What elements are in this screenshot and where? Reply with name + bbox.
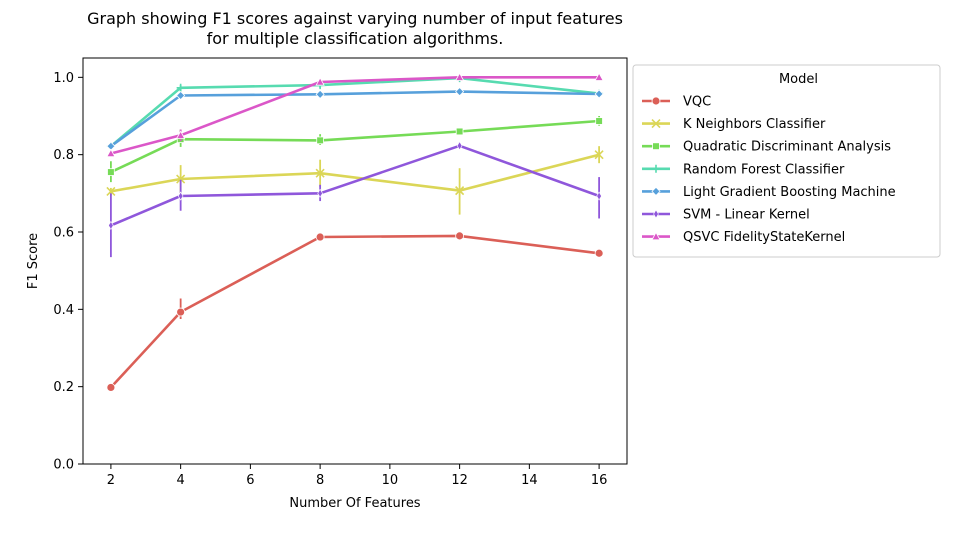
x-axis-label: Number Of Features xyxy=(289,496,420,511)
legend-label: Light Gradient Boosting Machine xyxy=(683,185,896,200)
legend-item: Light Gradient Boosting Machine xyxy=(642,185,896,200)
legend-label: K Neighbors Classifier xyxy=(683,117,826,132)
series-vqc xyxy=(106,231,604,392)
series-line xyxy=(109,144,601,227)
point xyxy=(455,87,465,97)
x-tick-label: 2 xyxy=(107,473,115,488)
x-tick-label: 6 xyxy=(246,473,254,488)
x-tick-label: 16 xyxy=(591,473,608,488)
legend-label: Quadratic Discriminant Analysis xyxy=(683,140,891,155)
point xyxy=(176,174,186,184)
point xyxy=(594,89,604,99)
point xyxy=(653,209,659,219)
point xyxy=(176,307,186,317)
y-tick-label: 1.0 xyxy=(53,71,74,86)
point xyxy=(651,231,661,241)
legend-label: SVM - Linear Kernel xyxy=(683,208,810,223)
legend-box xyxy=(632,64,941,258)
point xyxy=(315,89,325,99)
point xyxy=(315,232,325,242)
point xyxy=(316,136,324,145)
point xyxy=(455,231,465,241)
legend-item: SVM - Linear Kernel xyxy=(642,208,810,223)
legend-item: Random Forest Classifier xyxy=(642,162,845,177)
x-tick-label: 14 xyxy=(521,473,538,488)
point xyxy=(176,90,186,101)
point xyxy=(175,130,186,139)
plot-area: 2 4 6 8 10 12 14 16 0.0 0.2 0.4 0.6 0.8 1.0 xyxy=(53,57,628,488)
point xyxy=(594,248,604,258)
legend-item: Quadratic Discriminant Analysis xyxy=(642,140,891,155)
y-tick-label: 0.6 xyxy=(53,226,74,241)
point xyxy=(651,96,661,106)
point xyxy=(651,186,661,196)
point xyxy=(317,188,323,198)
series-svm-linear-kernel xyxy=(108,141,602,258)
axes-frame xyxy=(82,57,628,465)
legend-label: QSVC FidelityStateKernel xyxy=(683,230,845,245)
y-tick-label: 0.4 xyxy=(53,303,74,318)
legend-label: VQC xyxy=(683,95,711,110)
point xyxy=(108,220,114,231)
point xyxy=(315,168,325,178)
title-line: for multiple classification algorithms. xyxy=(207,29,504,48)
point xyxy=(106,186,116,196)
point xyxy=(455,127,464,136)
series-qsvc-fidelitystatekernel xyxy=(106,72,604,158)
x-tick-label: 4 xyxy=(177,473,185,488)
title-line: Graph showing F1 scores against varying … xyxy=(87,9,623,28)
point xyxy=(596,191,602,201)
x-tick-label: 10 xyxy=(382,473,399,488)
series-line xyxy=(109,153,601,193)
point xyxy=(652,164,660,173)
legend-label: Random Forest Classifier xyxy=(683,162,845,177)
point xyxy=(595,117,603,125)
point xyxy=(594,150,604,160)
legend-item: VQC xyxy=(642,95,711,110)
series-light-gradient-boosting-machine xyxy=(106,87,604,151)
point xyxy=(107,168,115,176)
point xyxy=(454,72,465,81)
y-tick-label: 0.0 xyxy=(53,458,74,473)
point xyxy=(106,148,116,158)
legend-item: K Neighbors Classifier xyxy=(642,117,826,132)
series-line xyxy=(109,119,601,174)
point xyxy=(456,141,463,151)
y-axis-label: F1 Score xyxy=(26,233,41,289)
point xyxy=(651,119,661,129)
y-tick-label: 0.8 xyxy=(53,148,74,163)
point xyxy=(106,383,116,392)
y-tick-label: 0.2 xyxy=(53,380,74,395)
point xyxy=(652,142,660,151)
x-tick-label: 12 xyxy=(451,473,468,488)
point xyxy=(177,191,184,201)
legend-title: Model xyxy=(779,72,818,87)
point xyxy=(315,77,325,86)
point xyxy=(176,83,185,92)
point xyxy=(594,72,604,81)
legend: Model VQC K Neighbors Classifier Quadratic … xyxy=(632,64,941,258)
series-k-neighbors-classifier xyxy=(106,146,604,215)
x-tick-label: 8 xyxy=(316,473,324,488)
chart-title: Graph showing F1 scores against varying … xyxy=(87,9,623,48)
point xyxy=(455,186,465,196)
legend-item: QSVC FidelityStateKernel xyxy=(642,230,845,245)
